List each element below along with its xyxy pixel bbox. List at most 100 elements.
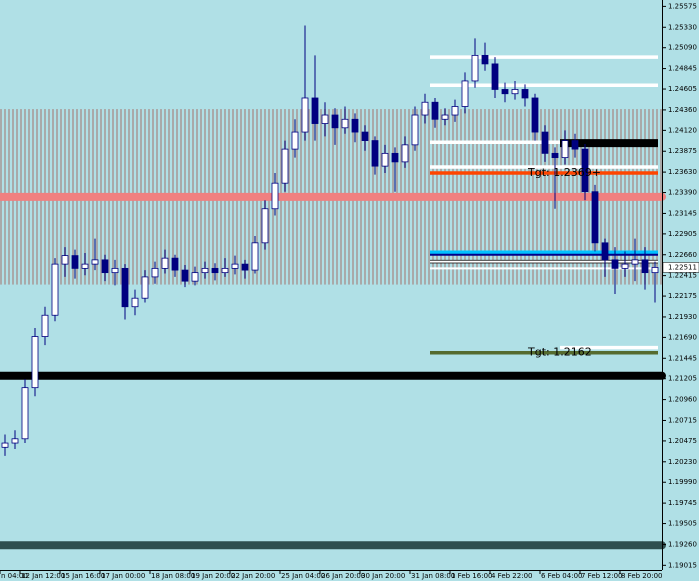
y-tick-label: 1.25330 — [668, 23, 697, 31]
candle-body — [221, 267, 229, 274]
candle-body — [521, 89, 529, 99]
candle-body — [171, 257, 179, 271]
candle-body — [451, 106, 459, 116]
x-tick-label: 1 Feb 16:00 — [451, 572, 492, 580]
plot-area — [0, 25, 666, 550]
y-tick-label: 1.24605 — [668, 85, 697, 93]
y-tick-label: 1.19745 — [668, 499, 697, 507]
candle-body — [421, 101, 429, 116]
candle-body — [441, 114, 449, 120]
candle-body — [101, 259, 109, 274]
y-tick-label: 1.25575 — [668, 2, 697, 10]
candle-body — [321, 114, 329, 124]
x-tick-label: 8 Feb 20:00 — [621, 572, 662, 580]
candle-body — [481, 54, 489, 65]
candle-body — [511, 89, 519, 95]
y-tick-label: 1.23145 — [668, 209, 697, 217]
candle-body — [271, 182, 279, 210]
candle-body — [651, 267, 659, 274]
candle-body — [501, 89, 509, 95]
candle-body — [41, 314, 49, 337]
candle-body — [21, 387, 29, 440]
candle-body — [241, 263, 249, 271]
candle-body — [351, 118, 359, 133]
candle-body — [191, 272, 199, 282]
x-tick-label: 12 Jan 12:00 — [21, 572, 65, 580]
y-tick-label: 1.22905 — [668, 230, 697, 238]
candle-body — [11, 438, 19, 444]
candle-body — [281, 148, 289, 184]
candle-body — [571, 140, 579, 150]
candle-body — [231, 263, 239, 269]
candle-body — [181, 269, 189, 282]
y-tick-label: 1.20715 — [668, 416, 697, 424]
candle-body — [491, 63, 499, 90]
price-marker — [662, 262, 699, 273]
candle-body — [591, 191, 599, 244]
y-tick-label: 1.21930 — [668, 313, 697, 321]
y-tick-label: 1.19990 — [668, 478, 697, 486]
candle-body — [471, 54, 479, 82]
candle-body — [201, 267, 209, 274]
candle-body — [251, 242, 259, 271]
y-tick-label: 1.25090 — [668, 44, 697, 52]
y-tick-label: 1.24845 — [668, 65, 697, 73]
candle-body — [561, 140, 569, 159]
y-tick-label: 1.20230 — [668, 458, 697, 466]
y-tick-label: 1.19505 — [668, 520, 697, 528]
y-tick-label: 1.20475 — [668, 437, 697, 445]
candle-body — [381, 152, 389, 167]
candle-body — [401, 144, 409, 163]
y-tick-label: 1.23875 — [668, 147, 697, 155]
candle-body — [91, 259, 99, 265]
y-tick-label: 1.21205 — [668, 375, 697, 383]
x-tick-label: 25 Jan 04:00 — [281, 572, 325, 580]
y-tick-label: 1.22660 — [668, 251, 697, 259]
y-tick-label: 1.19260 — [668, 540, 697, 548]
candle-body — [291, 131, 299, 150]
candle-body — [411, 114, 419, 146]
candle-body — [71, 255, 79, 269]
candle-body — [541, 131, 549, 154]
candle-body — [51, 263, 59, 316]
candle-body — [61, 255, 69, 265]
y-tick-label: 1.21690 — [668, 333, 697, 341]
candle-body — [361, 131, 369, 141]
x-tick-label: 4 Feb 22:00 — [491, 572, 532, 580]
candle-body — [621, 263, 629, 269]
y-tick-label: 1.21445 — [668, 354, 697, 362]
x-tick-label: 15 Jan 16:00 — [61, 572, 105, 580]
y-tick-label: 1.23630 — [668, 168, 697, 176]
y-tick-label: 1.22175 — [668, 292, 697, 300]
y-tick-label: 1.20960 — [668, 396, 697, 404]
candle-body — [211, 267, 219, 274]
candle-body — [141, 276, 149, 299]
candle-body — [581, 148, 589, 193]
candle-body — [81, 263, 89, 269]
x-tick-label: n 04:00 — [1, 572, 28, 580]
candle-body — [31, 336, 39, 389]
candle-body — [1, 442, 9, 448]
x-tick-label: 7 Feb 12:00 — [581, 572, 622, 580]
y-tick-label: 1.24120 — [668, 126, 697, 134]
candle-body — [551, 152, 559, 159]
candle-body — [151, 267, 159, 278]
y-tick-label: 1.23390 — [668, 189, 697, 197]
candle-body — [301, 97, 309, 133]
candle-body — [391, 152, 399, 163]
candle-body — [311, 97, 319, 124]
candle-body — [371, 140, 379, 167]
y-tick-label: 1.22415 — [668, 272, 697, 280]
x-tick-label: 31 Jan 08:00 — [411, 572, 455, 580]
current-price-label: 1.22511 — [668, 263, 697, 271]
candle-body — [121, 267, 129, 308]
x-tick-label: 6 Feb 04:00 — [541, 572, 582, 580]
candle-body — [331, 114, 339, 129]
annotation: Tgt: 1.2162 — [527, 346, 592, 359]
candle-body — [641, 259, 649, 274]
annotation: Tgt: 1.2369+ — [527, 166, 601, 179]
candle-body — [531, 97, 539, 133]
x-tick-label: 17 Jan 00:00 — [101, 572, 145, 580]
